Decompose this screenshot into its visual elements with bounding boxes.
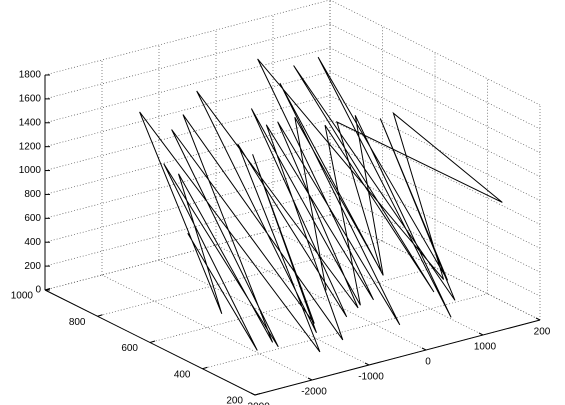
grid-line: [272, 229, 484, 336]
x-tick: [202, 366, 208, 370]
grid-line: [329, 47, 541, 154]
y-tick: [478, 332, 484, 336]
grid-line: [44, 166, 331, 243]
grid-line: [329, 190, 541, 297]
z-tick-label: 1400: [19, 117, 42, 128]
z-tick-label: 1200: [19, 141, 42, 152]
y-tick: [364, 362, 370, 366]
x-tick: [44, 288, 51, 291]
grid-line: [329, 95, 541, 201]
grid-line: [329, 71, 541, 177]
z-tick-label: 600: [24, 213, 41, 224]
x-tick: [149, 340, 156, 343]
y-axis: [254, 319, 541, 396]
grid-line: [329, 0, 541, 106]
grid-line: [329, 166, 541, 273]
x-tick: [254, 393, 261, 396]
y-tick: [421, 347, 427, 351]
x-tick-label: 800: [69, 317, 86, 328]
grid-line: [97, 240, 383, 317]
grid-line: [44, 23, 331, 100]
grid-line: [215, 244, 427, 351]
grid-line: [44, 95, 331, 171]
z-tick-label: 1600: [19, 94, 42, 105]
x-tick-label: 400: [174, 369, 191, 380]
y-tick-label: -1000: [358, 372, 384, 383]
y-tick: [535, 317, 541, 321]
grid-line: [44, 142, 331, 219]
data-line: [139, 56, 503, 353]
grid-line: [44, 47, 331, 124]
x-tick: [97, 314, 103, 317]
grid-line: [329, 23, 541, 130]
y-tick: [250, 392, 256, 396]
y-tick-label: 0: [425, 357, 431, 368]
grid-line: [101, 274, 313, 381]
y-tick-label: 1000: [474, 342, 497, 353]
grid-line: [44, 0, 331, 76]
x-tick-label: 600: [121, 343, 138, 354]
grid-line: [44, 71, 331, 148]
z-tick-label: 800: [24, 189, 41, 200]
grid-line: [202, 293, 488, 370]
y-tick-label: -2000: [301, 387, 327, 398]
y-tick-label: 200: [534, 327, 551, 338]
z-tick-label: 400: [24, 237, 41, 248]
z-tick-label: 1000: [19, 165, 42, 176]
y-tick-label: -3000: [244, 402, 270, 405]
grid-line: [44, 214, 331, 291]
x-tick-label: 200: [226, 396, 243, 405]
x-tick-label: 1000: [11, 291, 34, 302]
grid-line: [329, 143, 541, 249]
y-tick: [307, 377, 313, 381]
z-tick-label: 200: [24, 261, 41, 272]
grid-line: [149, 267, 436, 343]
grid-line: [44, 119, 331, 195]
z-tick-label: 1800: [19, 70, 42, 81]
z-tick-label: 0: [35, 285, 41, 296]
